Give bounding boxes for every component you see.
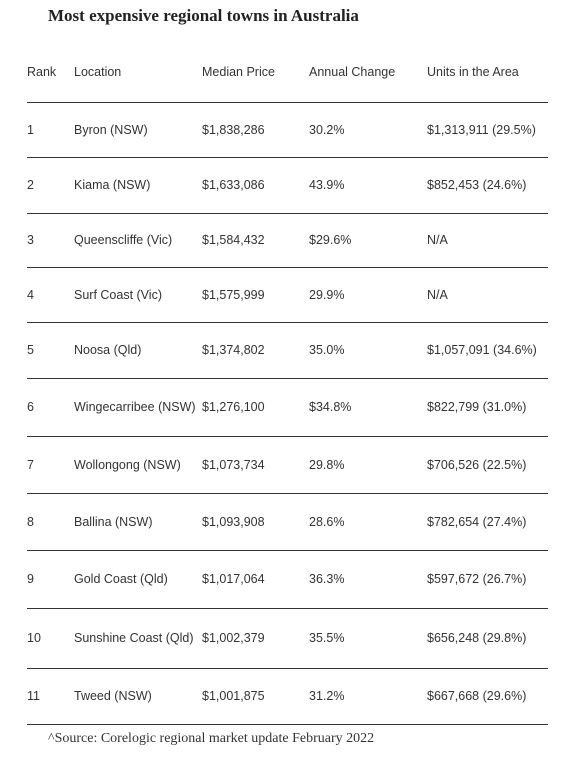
median-price-cell: $1,838,286 bbox=[202, 122, 265, 137]
location-cell: Tweed (NSW) bbox=[74, 689, 152, 703]
median-price-cell: $1,575,999 bbox=[202, 287, 265, 302]
rank-cell: 6 bbox=[27, 400, 34, 414]
table-title: Most expensive regional towns in Austral… bbox=[48, 6, 359, 25]
annual-change-cell: 35.0% bbox=[309, 343, 345, 357]
location-cell: Ballina (NSW) bbox=[74, 514, 153, 529]
source-note: ^Source: Corelogic regional market updat… bbox=[48, 731, 375, 746]
median-price-cell: $1,584,432 bbox=[202, 233, 265, 247]
location-cell: Wollongong (NSW) bbox=[74, 457, 181, 472]
units-in-area-cell: $667,668 (29.6%) bbox=[427, 689, 527, 703]
annual-change-cell: 30.2% bbox=[309, 122, 345, 137]
row-divider bbox=[27, 550, 548, 551]
row-divider bbox=[27, 267, 548, 268]
rank-cell: 3 bbox=[27, 233, 34, 247]
rank-cell: 2 bbox=[27, 178, 34, 192]
row-divider bbox=[27, 493, 548, 494]
annual-change-cell: 35.5% bbox=[309, 631, 345, 645]
location-cell: Byron (NSW) bbox=[74, 122, 148, 137]
units-in-area-cell: $852,453 (24.6%) bbox=[427, 178, 527, 192]
median-price-cell: $1,093,908 bbox=[202, 514, 265, 529]
annual-change-cell: $34.8% bbox=[309, 400, 352, 414]
location-cell: Sunshine Coast (Qld) bbox=[74, 631, 194, 645]
row-divider bbox=[27, 157, 548, 158]
units-in-area-cell: $656,248 (29.8%) bbox=[427, 631, 527, 645]
units-in-area-cell: $1,057,091 (34.6%) bbox=[427, 343, 537, 357]
median-price-cell: $1,001,875 bbox=[202, 689, 265, 703]
median-price-cell: $1,073,734 bbox=[202, 457, 265, 472]
location-cell: Wingecarribee (NSW) bbox=[74, 400, 196, 414]
location-cell: Kiama (NSW) bbox=[74, 178, 151, 192]
row-divider bbox=[27, 213, 548, 214]
median-price-cell: $1,276,100 bbox=[202, 400, 265, 414]
rank-cell: 10 bbox=[27, 631, 41, 645]
annual-change-cell: 29.8% bbox=[309, 457, 345, 472]
rank-cell: 8 bbox=[27, 514, 34, 529]
units-in-area-cell: $782,654 (27.4%) bbox=[427, 514, 527, 529]
rank-cell: 9 bbox=[27, 572, 34, 586]
annual-change-cell: $29.6% bbox=[309, 233, 352, 247]
annual-change-cell: 28.6% bbox=[309, 514, 345, 529]
annual-change-cell: 31.2% bbox=[309, 689, 345, 703]
row-divider bbox=[27, 102, 548, 103]
rank-cell: 4 bbox=[27, 287, 34, 302]
column-header: Rank bbox=[27, 65, 57, 79]
column-header: Location bbox=[74, 65, 122, 79]
location-cell: Surf Coast (Vic) bbox=[74, 287, 162, 302]
rank-cell: 5 bbox=[27, 343, 34, 357]
median-price-cell: $1,002,379 bbox=[202, 631, 265, 645]
column-header: Annual Change bbox=[309, 65, 396, 79]
median-price-cell: $1,374,802 bbox=[202, 343, 265, 357]
column-header: Units in the Area bbox=[427, 65, 519, 79]
rank-cell: 11 bbox=[27, 689, 40, 703]
units-in-area-cell: $1,313,911 (29.5%) bbox=[427, 122, 536, 137]
row-divider bbox=[27, 608, 548, 609]
row-divider bbox=[27, 322, 548, 323]
column-header: Median Price bbox=[202, 65, 275, 79]
row-divider bbox=[27, 724, 548, 725]
units-in-area-cell: $706,526 (22.5%) bbox=[427, 457, 527, 472]
location-cell: Gold Coast (Qld) bbox=[74, 572, 168, 586]
rank-cell: 7 bbox=[27, 457, 34, 472]
row-divider bbox=[27, 378, 548, 379]
location-cell: Noosa (Qld) bbox=[74, 343, 142, 357]
row-divider bbox=[27, 436, 548, 437]
row-divider bbox=[27, 668, 548, 669]
annual-change-cell: 36.3% bbox=[309, 572, 345, 586]
location-cell: Queenscliffe (Vic) bbox=[74, 233, 173, 247]
units-in-area-cell: $822,799 (31.0%) bbox=[427, 400, 527, 414]
median-price-cell: $1,633,086 bbox=[202, 178, 265, 192]
rank-cell: 1 bbox=[27, 122, 34, 137]
units-in-area-cell: $597,672 (26.7%) bbox=[427, 572, 527, 586]
annual-change-cell: 29.9% bbox=[309, 287, 345, 302]
units-in-area-cell: N/A bbox=[427, 233, 448, 247]
median-price-cell: $1,017,064 bbox=[202, 572, 265, 586]
annual-change-cell: 43.9% bbox=[309, 178, 345, 192]
units-in-area-cell: N/A bbox=[427, 287, 448, 302]
